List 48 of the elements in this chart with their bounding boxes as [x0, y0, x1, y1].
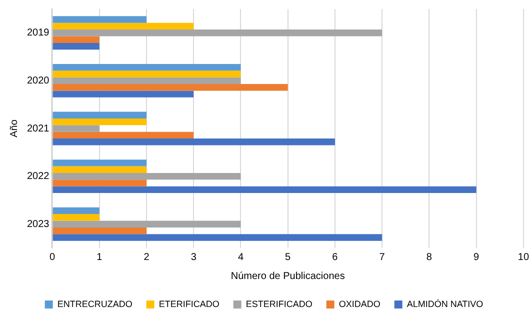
bar [52, 125, 100, 132]
y-tick-label: 2021 [26, 123, 50, 134]
y-tick-label: 2022 [26, 171, 50, 182]
bar [52, 112, 146, 118]
bar [52, 77, 241, 84]
bar [52, 70, 241, 78]
bar [52, 207, 100, 214]
legend-label: ALMIDÓN NATIVO [406, 298, 484, 309]
bar [52, 118, 146, 126]
bar [52, 42, 100, 50]
legend-label: ESTERIFICADO [246, 298, 312, 309]
bar [52, 160, 146, 166]
x-axis-title: Número de Publicaciones [230, 270, 345, 282]
x-tick-label: 5 [285, 252, 292, 263]
bar [52, 186, 476, 194]
bar [52, 220, 241, 228]
bar [52, 90, 194, 98]
bar [52, 166, 146, 173]
bar [52, 64, 241, 71]
bar [52, 16, 146, 23]
bar [52, 227, 146, 234]
bar [52, 22, 194, 30]
legend-label: ENTRECRUZADO [57, 298, 132, 309]
bar [52, 36, 100, 43]
x-tick-label: 10 [518, 252, 530, 263]
legend-label: OXIDADO [338, 298, 380, 309]
x-tick-label: 3 [190, 252, 197, 263]
x-tick-label: 7 [379, 252, 386, 263]
x-tick-label: 0 [49, 252, 56, 263]
bar [52, 234, 382, 241]
y-tick-label: 2019 [26, 28, 50, 39]
x-tick-label: 1 [96, 252, 103, 263]
bar [52, 172, 241, 180]
x-tick-label: 2 [144, 252, 150, 263]
bar [52, 132, 194, 139]
y-tick-label: 2023 [26, 218, 50, 230]
x-tick-label: 6 [332, 252, 338, 263]
bar [52, 180, 146, 186]
bar [52, 84, 288, 91]
bar [52, 30, 382, 36]
x-tick-label: 8 [426, 252, 432, 263]
x-tick-label: 4 [238, 252, 244, 263]
x-tick-label: 9 [474, 252, 480, 263]
legend-label: ETERIFICADO [158, 298, 220, 309]
y-axis-title: Año [8, 119, 20, 138]
bar [52, 138, 335, 146]
y-tick-label: 2020 [26, 75, 50, 86]
bar [52, 214, 100, 221]
